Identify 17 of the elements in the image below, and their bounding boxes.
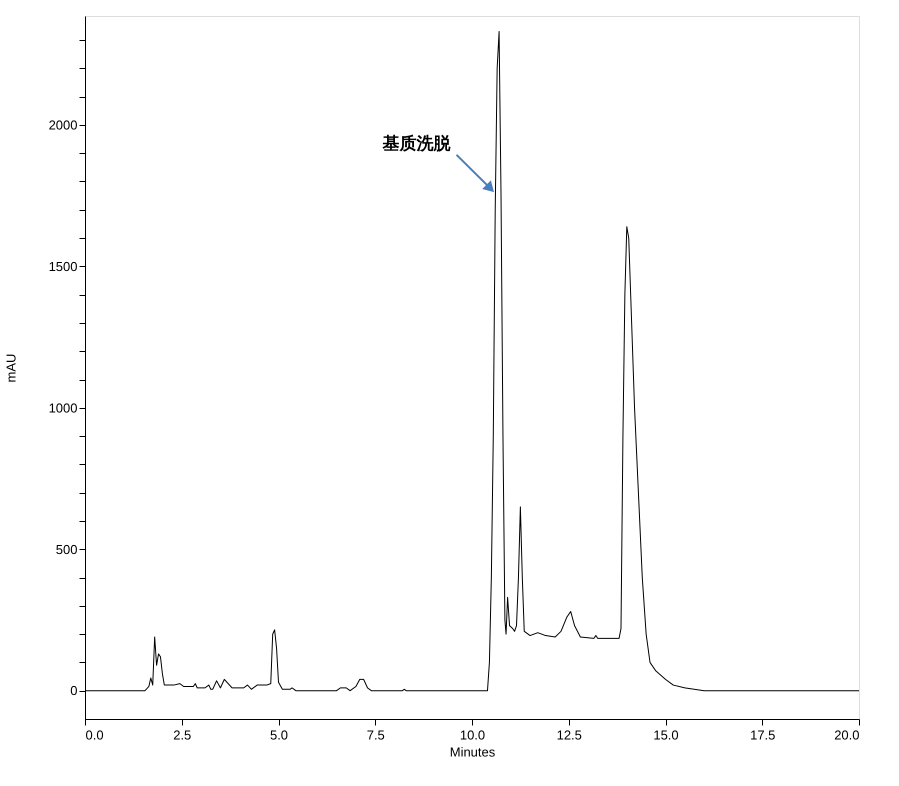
x-tick-label: 2.5: [173, 728, 192, 742]
x-tick-label: 7.5: [366, 728, 385, 742]
annotation: 基质洗脱: [382, 134, 452, 154]
x-tick-label: 10.0: [460, 728, 486, 742]
y-tick-label: 2000: [48, 117, 78, 132]
y-axis-title: mAU: [4, 354, 19, 382]
x-tick-label: 5.0: [270, 728, 288, 742]
x-tick-label: 12.5: [556, 728, 582, 742]
y-tick-label: 0: [70, 683, 78, 698]
y-tick-label: 1500: [48, 258, 78, 274]
y-tick-label: 1000: [48, 400, 78, 416]
y-tick-label: 500: [56, 542, 78, 557]
x-axis-title: Minutes: [450, 744, 496, 760]
x-tick-label: 15.0: [653, 728, 679, 742]
x-tick-label: 17.5: [750, 728, 776, 742]
x-tick-label: 0.0: [86, 728, 104, 742]
x-tick-label: 20.0: [834, 728, 860, 742]
